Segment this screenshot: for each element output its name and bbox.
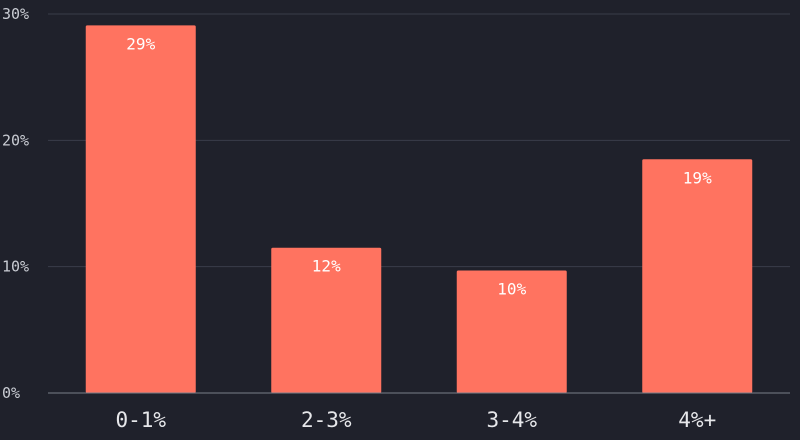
y-tick-label: 30% [2,5,29,23]
bars [85,25,753,394]
bar-2-3% [271,247,382,393]
data-label: 19% [683,168,712,187]
y-tick-label: 0% [2,384,20,402]
y-axis-ticks: 0% 10% 20% 30% [2,5,29,402]
y-tick-label: 20% [2,131,29,149]
bar-4%+ [642,159,753,393]
data-label: 12% [312,257,341,276]
x-tick-label: 0-1% [115,408,166,432]
data-label: 10% [497,279,526,298]
y-tick-label: 10% [2,258,29,276]
x-tick-label: 3-4% [486,408,537,432]
x-tick-label: 2-3% [301,408,352,432]
bar-0-1% [85,25,196,394]
x-axis-ticks: 0-1% 2-3% 3-4% 4%+ [115,408,716,432]
data-labels: 29% 12% 10% 19% [126,34,712,298]
data-label: 29% [126,34,155,53]
x-tick-label: 4%+ [678,408,716,432]
bar-3-4% [456,270,567,393]
